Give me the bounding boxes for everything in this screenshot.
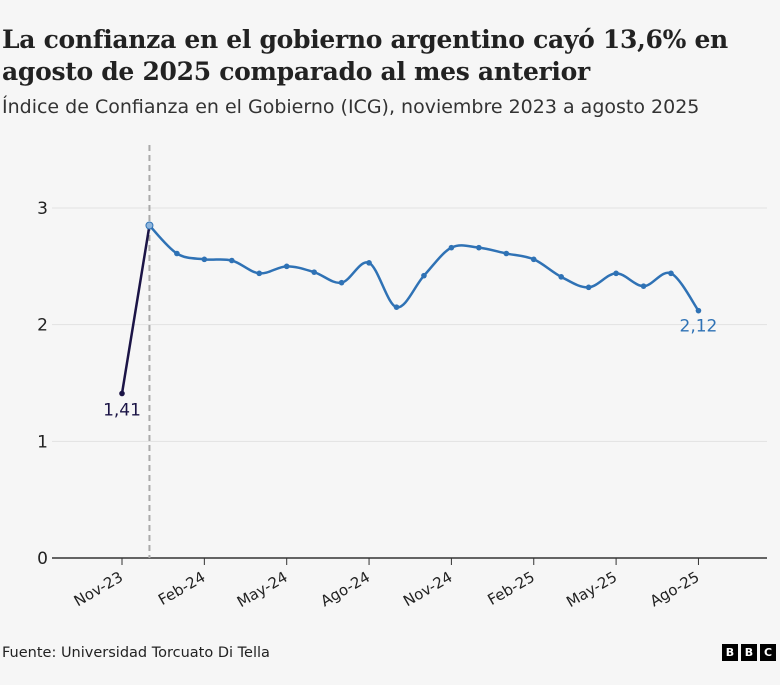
data-point	[283, 263, 290, 270]
x-tick-label: Feb-24	[155, 568, 208, 609]
x-tick-label: Ago-24	[318, 568, 374, 610]
series-line	[148, 224, 700, 312]
data-point	[530, 256, 537, 263]
y-tick-label: 1	[37, 432, 48, 452]
data-point	[311, 269, 317, 275]
y-tick-label: 0	[37, 549, 48, 569]
data-point	[421, 272, 427, 279]
data-point	[448, 244, 455, 251]
source-note: Fuente: Universidad Torcuato Di Tella	[2, 645, 270, 661]
y-tick-label: 2	[37, 316, 48, 336]
data-point	[476, 244, 482, 251]
data-point	[393, 304, 400, 310]
data-label-first: 1,41	[103, 401, 141, 421]
data-point	[585, 284, 592, 291]
data-point	[695, 307, 702, 314]
data-label-last: 2,12	[680, 317, 718, 337]
x-tick-label: Feb-25	[485, 568, 538, 609]
data-point	[338, 279, 345, 286]
x-tick-label: May-25	[563, 568, 620, 611]
data-point	[640, 283, 647, 289]
data-point	[613, 270, 619, 277]
y-tick-label: 3	[37, 199, 48, 219]
data-point	[256, 270, 263, 277]
x-tick-label: May-24	[234, 568, 291, 611]
x-tick-label: Ago-25	[647, 568, 703, 610]
data-point	[229, 257, 235, 264]
x-tick-label: Nov-23	[71, 568, 126, 610]
first-segment-line	[120, 225, 151, 394]
x-tick-label: Nov-24	[400, 568, 455, 610]
data-point	[145, 221, 154, 230]
data-point	[174, 250, 180, 257]
data-point	[558, 274, 564, 280]
data-point	[119, 390, 125, 397]
data-point	[366, 260, 372, 266]
line-chart: 0 1 2 3 Nov-23 Feb-24 May-24 Ago-24 Nov-24 Feb-2…	[37, 145, 767, 611]
data-point	[668, 270, 674, 277]
chart-title: La confianza en el gobierno argentino ca…	[2, 25, 728, 86]
data-point	[503, 250, 510, 257]
chart-subtitle: Índice de Confianza en el Gobierno (ICG)…	[2, 96, 700, 118]
data-point	[201, 256, 208, 263]
